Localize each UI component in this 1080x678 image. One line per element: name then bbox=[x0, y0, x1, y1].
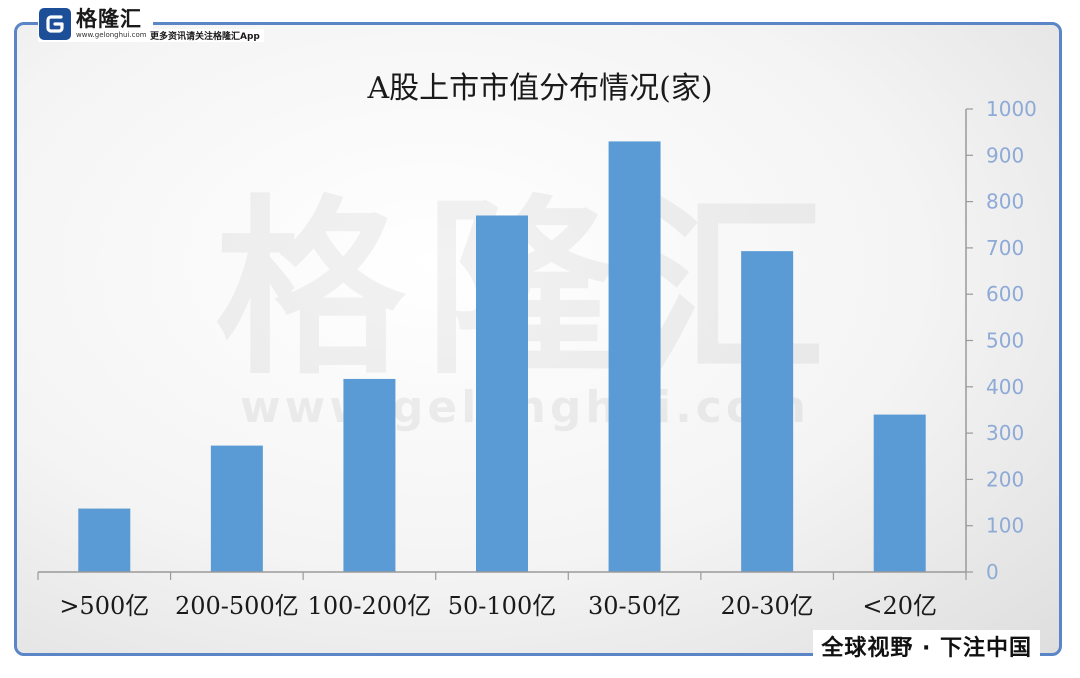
y-axis: 0 100 200 300 400 500 600 700 800 900 1000 bbox=[965, 97, 1037, 584]
bars bbox=[78, 141, 926, 573]
bar-2 bbox=[343, 378, 396, 572]
brand-text: 格隆汇 www.gelonghui.com bbox=[76, 9, 147, 39]
bar-5 bbox=[741, 251, 794, 573]
y-tick-label-6: 600 bbox=[986, 282, 1024, 306]
y-tick-label-3: 300 bbox=[986, 421, 1024, 445]
x-tick-label-0: >500亿 bbox=[59, 592, 149, 620]
x-axis: >500亿 200-500亿 100-200亿 50-100亿 30-50亿 20-30亿… bbox=[37, 571, 967, 620]
y-tick-label-9: 900 bbox=[986, 143, 1024, 167]
y-tick-label-8: 800 bbox=[986, 190, 1024, 214]
bar-3 bbox=[476, 215, 528, 573]
y-tick-label-2: 200 bbox=[986, 467, 1024, 491]
y-tick-label-0: 0 bbox=[986, 560, 999, 584]
brand-url: www.gelonghui.com bbox=[76, 31, 147, 39]
brand-logo-block[interactable]: 格隆汇 www.gelonghui.com bbox=[38, 6, 153, 42]
logo-icon bbox=[39, 8, 71, 40]
x-tick-label-4: 30-50亿 bbox=[588, 592, 681, 620]
bar-6 bbox=[873, 414, 926, 572]
y-tick-label-4: 400 bbox=[986, 375, 1024, 399]
brand-tagline: 更多资讯请关注格隆汇App bbox=[146, 29, 264, 42]
x-tick-label-3: 50-100亿 bbox=[448, 592, 556, 620]
bar-1 bbox=[210, 445, 263, 572]
y-tick-label-7: 700 bbox=[986, 236, 1024, 260]
bar-0 bbox=[78, 508, 131, 572]
chart-title: A股上市市值分布情况(家) bbox=[366, 71, 712, 106]
y-tick-label-5: 500 bbox=[986, 329, 1024, 353]
x-tick-label-2: 100-200亿 bbox=[308, 592, 432, 620]
brand-name: 格隆汇 bbox=[76, 7, 142, 31]
footer-slogan: 全球视野 · 下注中国 bbox=[813, 630, 1040, 662]
y-tick-label-10: 1000 bbox=[986, 97, 1037, 121]
x-tick-label-6: <20亿 bbox=[862, 592, 937, 620]
bar-4 bbox=[608, 141, 661, 572]
y-tick-label-1: 100 bbox=[986, 514, 1024, 538]
x-tick-label-1: 200-500亿 bbox=[175, 592, 299, 620]
x-tick-label-5: 20-30亿 bbox=[721, 592, 814, 620]
